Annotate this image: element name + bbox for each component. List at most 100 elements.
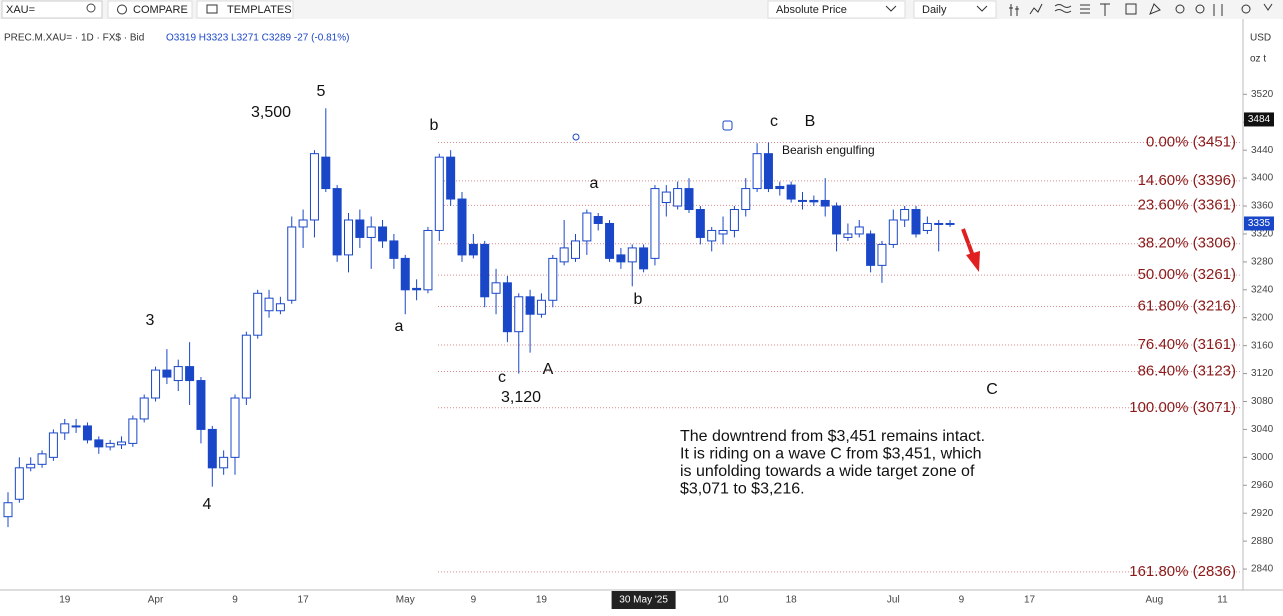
x-tick-label: 19	[536, 595, 548, 606]
candle-body	[117, 441, 126, 446]
candle-body	[514, 296, 524, 333]
y-tick-label: 3160	[1251, 340, 1274, 351]
candle-body	[378, 226, 388, 242]
x-tick-label: 30 May '25	[619, 595, 668, 606]
price-mode-select[interactable]	[767, 0, 906, 19]
candle-body	[854, 226, 864, 235]
candle-body	[911, 209, 921, 235]
wave-label: 4	[203, 496, 212, 513]
candle-body	[366, 226, 376, 238]
wave-label: A	[543, 361, 554, 378]
candle-body	[491, 282, 501, 294]
templates-icon	[206, 4, 218, 14]
wave-label: C	[986, 381, 998, 398]
marker-circle	[572, 133, 580, 141]
candle-body	[26, 463, 36, 469]
toolbar-icons[interactable]	[1009, 3, 1273, 16]
candle-body	[661, 191, 671, 204]
candle-body	[423, 229, 433, 291]
fib-label: 50.00% (3261)	[1138, 266, 1236, 283]
candle-body	[298, 219, 308, 228]
candle-body	[14, 467, 24, 500]
y-tick-label: 3520	[1251, 89, 1274, 100]
candle-body	[468, 243, 478, 256]
candle-body	[48, 432, 58, 458]
price-marker-label: 3335	[1248, 218, 1271, 229]
templates-label: TEMPLATES	[227, 4, 292, 16]
note-line: It is riding on a wave C from $3,451, wh…	[680, 446, 981, 463]
ohlc-readout: O3319 H3323 L3271 C3289 -27 (-0.81%)	[166, 33, 349, 44]
candle-body	[627, 247, 637, 263]
candle-body	[185, 366, 195, 382]
candle-body	[832, 205, 842, 235]
templates-button[interactable]	[196, 0, 294, 19]
candle-body	[593, 215, 603, 224]
dropdown-arrow	[976, 5, 988, 12]
y-tick-label: 3200	[1251, 312, 1274, 323]
symbol: XAU=	[6, 4, 35, 16]
wave-label: 3,500	[251, 104, 291, 121]
instrument: PREC.M.XAU= · 1D · FX$ · Bid	[4, 33, 144, 44]
compare-label: COMPARE	[133, 4, 188, 16]
candle-body	[60, 423, 70, 434]
compare-button[interactable]	[107, 0, 193, 19]
candle-body	[775, 185, 785, 190]
wave-label: c	[770, 113, 778, 130]
interval-select[interactable]	[913, 0, 997, 19]
wave-label: 5	[317, 83, 326, 100]
price-marker-label: 3484	[1248, 114, 1271, 125]
x-tick-label: 17	[1024, 595, 1036, 606]
candle-body	[3, 502, 13, 518]
candle-body	[434, 156, 444, 231]
fib-label: 0.00% (3451)	[1146, 133, 1236, 150]
candle-body	[582, 212, 592, 242]
wave-label: B	[805, 113, 816, 130]
wave-label: a	[590, 175, 599, 192]
candle-body	[695, 209, 705, 238]
x-tick-label: 18	[786, 595, 798, 606]
x-tick-label: May	[396, 595, 415, 606]
symbol-input[interactable]	[1, 0, 103, 19]
y-tick-label: 3240	[1251, 284, 1274, 295]
candle-body	[162, 369, 172, 378]
candle-body	[173, 366, 183, 382]
candle-body	[729, 209, 739, 231]
candle-body	[571, 240, 580, 259]
candle-body	[332, 188, 342, 256]
y-tick-label: 2880	[1251, 536, 1274, 547]
fib-label: 161.80% (2836)	[1129, 563, 1236, 580]
fib-label: 100.00% (3071)	[1129, 399, 1236, 416]
compare-icon	[117, 4, 127, 15]
candle-body	[355, 219, 365, 238]
arrow-head	[966, 251, 980, 272]
price-marker-box	[1244, 112, 1274, 127]
fib-label: 38.20% (3306)	[1138, 235, 1236, 252]
y-tick-label: 3360	[1251, 201, 1274, 212]
candle-body	[877, 243, 887, 266]
candle-body	[752, 153, 762, 190]
x-tick-label: 19	[59, 595, 71, 606]
candle-body	[219, 456, 229, 469]
candle-body	[741, 188, 751, 211]
x-tick-label: Jul	[887, 595, 900, 606]
candle-body	[525, 296, 535, 315]
y-tick-label: 3320	[1251, 229, 1274, 240]
y-tick-label: 3040	[1251, 424, 1274, 435]
wave-label: b	[430, 117, 439, 134]
y-tick-label: 2920	[1251, 508, 1274, 519]
candle-body	[900, 209, 910, 221]
candle-body	[389, 240, 399, 259]
candle-body	[718, 229, 728, 235]
x-tick-label: 17	[298, 595, 310, 606]
crosshair-date-box	[611, 591, 676, 609]
y-tick-label: 3280	[1251, 257, 1274, 268]
candle-body	[866, 233, 876, 266]
candle-body	[71, 425, 81, 428]
y-tick-label: 2960	[1251, 480, 1274, 491]
x-tick-label: 9	[471, 595, 477, 606]
interval: Daily	[922, 4, 947, 16]
candle-body	[151, 369, 161, 399]
candle-body	[707, 229, 717, 242]
wave-label: 3	[146, 312, 155, 329]
